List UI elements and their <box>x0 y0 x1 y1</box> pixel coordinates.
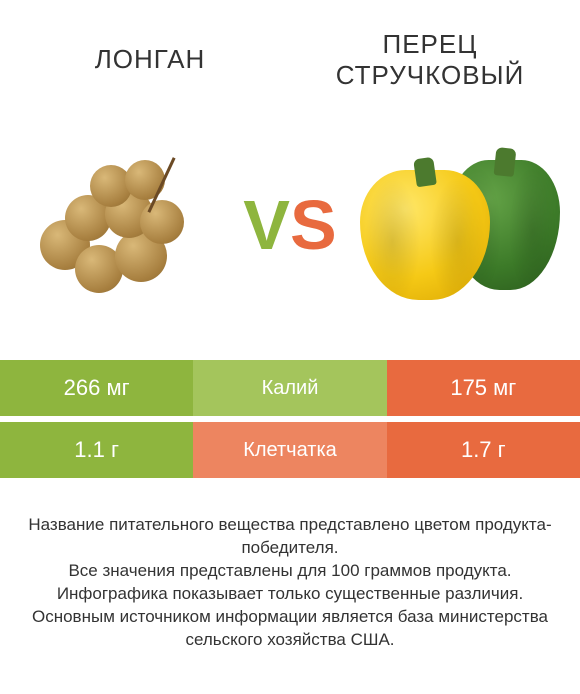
right-product-image <box>360 135 560 315</box>
left-value-cell: 1.1 г <box>0 422 193 478</box>
right-value-cell: 175 мг <box>387 360 580 416</box>
table-row: 266 мгКалий175 мг <box>0 360 580 416</box>
nutrient-label-cell: Клетчатка <box>193 422 386 478</box>
table-row: 1.1 гКлетчатка1.7 г <box>0 422 580 478</box>
left-product-title: ЛОНГАН <box>10 44 290 75</box>
footer-line-3: Инфографика показывает только существенн… <box>18 583 562 606</box>
left-value-cell: 266 мг <box>0 360 193 416</box>
images-row: VS <box>0 110 580 340</box>
footer-line-2: Все значения представлены для 100 граммо… <box>18 560 562 583</box>
header-row: ЛОНГАН ПЕРЕЦ СТРУЧКОВЫЙ <box>0 0 580 110</box>
right-value-cell: 1.7 г <box>387 422 580 478</box>
right-product-title: ПЕРЕЦ СТРУЧКОВЫЙ <box>290 29 570 91</box>
footer-line-1: Название питательного вещества представл… <box>18 514 562 560</box>
footer-notes: Название питательного вещества представл… <box>0 484 580 662</box>
nutrient-label-cell: Калий <box>193 360 386 416</box>
left-product-image <box>20 135 220 315</box>
longan-icon <box>30 150 210 300</box>
vs-v: V <box>243 190 290 260</box>
vs-s: S <box>290 190 337 260</box>
footer-line-4: Основным источником информации является … <box>18 606 562 652</box>
peppers-icon <box>360 140 560 310</box>
comparison-table: 266 мгКалий175 мг 1.1 гКлетчатка1.7 г <box>0 360 580 478</box>
vs-label: VS <box>220 190 360 260</box>
